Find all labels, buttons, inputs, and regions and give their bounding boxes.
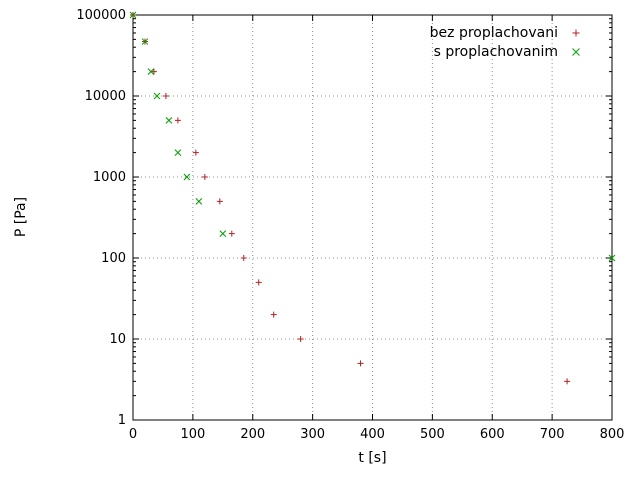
data-point xyxy=(240,255,247,261)
svg-text:100: 100 xyxy=(101,251,126,266)
plus-marker-icon xyxy=(572,29,580,37)
data-point xyxy=(153,92,161,100)
cross-marker-icon xyxy=(572,48,580,56)
data-point xyxy=(162,93,169,99)
data-point xyxy=(357,360,364,367)
svg-text:600: 600 xyxy=(480,427,505,442)
svg-text:0: 0 xyxy=(129,427,137,442)
svg-text:100: 100 xyxy=(180,427,205,442)
data-point xyxy=(564,378,571,385)
data-point xyxy=(270,311,277,318)
data-point xyxy=(608,254,616,262)
data-point xyxy=(297,336,304,342)
data-point xyxy=(165,117,173,124)
grid-lines xyxy=(133,15,612,420)
data-point xyxy=(129,11,137,19)
svg-text:1: 1 xyxy=(118,413,126,428)
svg-text:200: 200 xyxy=(240,427,265,442)
data-point xyxy=(141,38,149,45)
plot-border xyxy=(132,14,613,421)
data-point xyxy=(219,230,227,237)
data-point xyxy=(201,174,208,180)
legend-label: bez proplachovani xyxy=(429,25,558,41)
y-axis-label: P [Pa] xyxy=(13,196,29,238)
x-axis-label: t [s] xyxy=(358,450,387,466)
data-point xyxy=(216,198,223,205)
svg-text:10: 10 xyxy=(109,332,126,347)
data-point xyxy=(174,117,181,124)
data-point xyxy=(228,230,235,237)
data-point xyxy=(192,149,199,156)
series-bez-proplachovani xyxy=(130,12,571,385)
svg-text:800: 800 xyxy=(600,427,625,442)
tick-labels: 0 100 200 300 400 500 600 700 800 1 10 100 1000 10000… xyxy=(76,8,624,442)
svg-text:1000: 1000 xyxy=(93,170,126,185)
svg-text:400: 400 xyxy=(360,427,385,442)
data-point xyxy=(174,149,182,156)
data-point xyxy=(150,68,157,75)
svg-text:10000: 10000 xyxy=(85,89,126,104)
svg-text:100000: 100000 xyxy=(76,8,126,23)
svg-text:300: 300 xyxy=(300,427,325,442)
legend: bez proplachovani s proplachovanim xyxy=(430,24,584,61)
legend-item: s proplachovanim xyxy=(434,43,584,61)
svg-text:700: 700 xyxy=(540,427,565,442)
series-s-proplachovanim xyxy=(129,11,616,262)
data-point xyxy=(147,68,155,75)
data-point xyxy=(195,198,203,205)
data-point xyxy=(255,279,262,286)
data-point xyxy=(183,173,191,181)
svg-text:500: 500 xyxy=(420,427,445,442)
legend-label: s proplachovanim xyxy=(433,44,558,60)
legend-item: bez proplachovani xyxy=(430,24,584,42)
